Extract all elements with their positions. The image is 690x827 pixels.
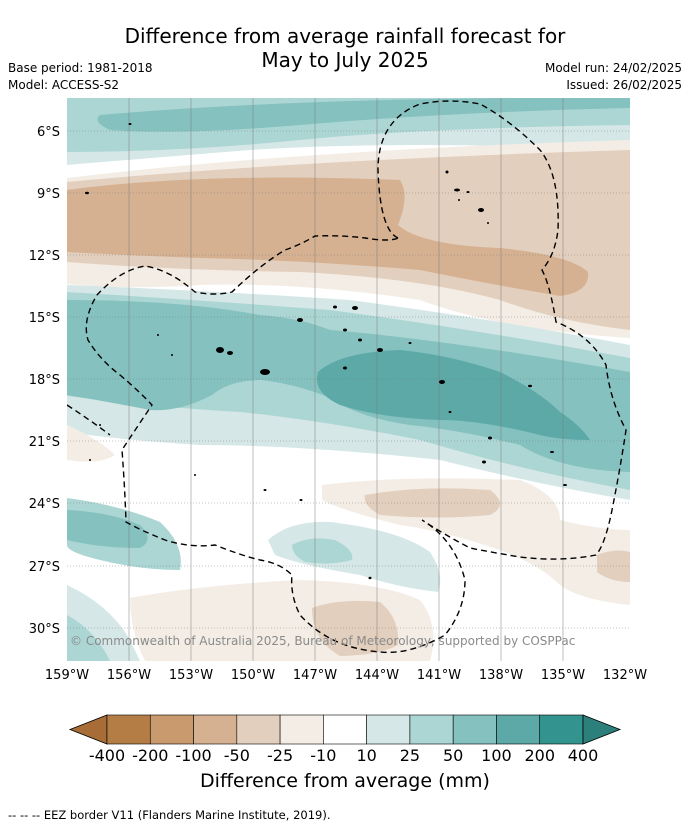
colorbar-tick: 25 <box>400 746 420 765</box>
x-axis-labels: 159°W 156°W 153°W 150°W 147°W 144°W 141°… <box>45 668 647 683</box>
y-tick: 6°S <box>37 125 60 140</box>
colorbar-tick: -100 <box>175 746 211 765</box>
x-tick: 159°W <box>45 668 89 683</box>
colorbar-tick: -200 <box>132 746 168 765</box>
y-tick: 18°S <box>29 373 60 388</box>
y-tick: 24°S <box>29 497 60 512</box>
contour-southeast-brown <box>365 488 500 517</box>
colorbar-label: Difference from average (mm) <box>0 770 690 792</box>
x-tick: 153°W <box>169 668 213 683</box>
colorbar: -400 -200 -100 -50 -25 -10 10 25 50 100 200 400 <box>70 715 620 765</box>
colorbar-swatch <box>410 715 453 744</box>
y-tick: 15°S <box>29 311 60 326</box>
colorbar-swatch <box>323 715 366 744</box>
y-tick: 9°S <box>37 187 60 202</box>
y-tick: 30°S <box>29 622 60 637</box>
colorbar-swatch <box>453 715 496 744</box>
x-tick: 132°W <box>603 668 647 683</box>
y-tick: 21°S <box>29 435 60 450</box>
colorbar-tick: 200 <box>524 746 555 765</box>
colorbar-tick: 10 <box>356 746 376 765</box>
colorbar-tick: 50 <box>443 746 463 765</box>
x-tick: 150°W <box>231 668 275 683</box>
x-tick: 138°W <box>479 668 523 683</box>
colorbar-extend-high <box>583 715 620 744</box>
x-tick: 144°W <box>355 668 399 683</box>
eez-footnote: -- -- -- EEZ border V11 (Flanders Marine… <box>8 808 330 822</box>
rainfall-map: 6°S 9°S 12°S 15°S 18°S 21°S 24°S 27°S 30… <box>0 0 690 827</box>
x-tick: 156°W <box>107 668 151 683</box>
colorbar-tick: -25 <box>267 746 293 765</box>
map-field <box>67 98 630 661</box>
y-tick: 27°S <box>29 560 60 575</box>
colorbar-swatch <box>150 715 193 744</box>
x-tick: 141°W <box>417 668 461 683</box>
colorbar-extend-low <box>70 715 107 744</box>
x-tick: 135°W <box>541 668 585 683</box>
colorbar-tick: 100 <box>481 746 512 765</box>
x-tick: 147°W <box>293 668 337 683</box>
colorbar-swatch <box>496 715 539 744</box>
copyright-credit: © Commonwealth of Australia 2025, Bureau… <box>70 634 575 648</box>
colorbar-tick: -10 <box>310 746 336 765</box>
colorbar-swatch <box>280 715 323 744</box>
colorbar-swatch <box>194 715 237 744</box>
colorbar-tick: -400 <box>89 746 125 765</box>
colorbar-swatch <box>367 715 410 744</box>
y-axis-labels: 6°S 9°S 12°S 15°S 18°S 21°S 24°S 27°S 30… <box>29 125 60 637</box>
colorbar-tick: 400 <box>568 746 599 765</box>
colorbar-swatch <box>107 715 150 744</box>
colorbar-tick: -50 <box>224 746 250 765</box>
y-tick: 12°S <box>29 249 60 264</box>
colorbar-swatch <box>540 715 583 744</box>
colorbar-swatch <box>237 715 280 744</box>
